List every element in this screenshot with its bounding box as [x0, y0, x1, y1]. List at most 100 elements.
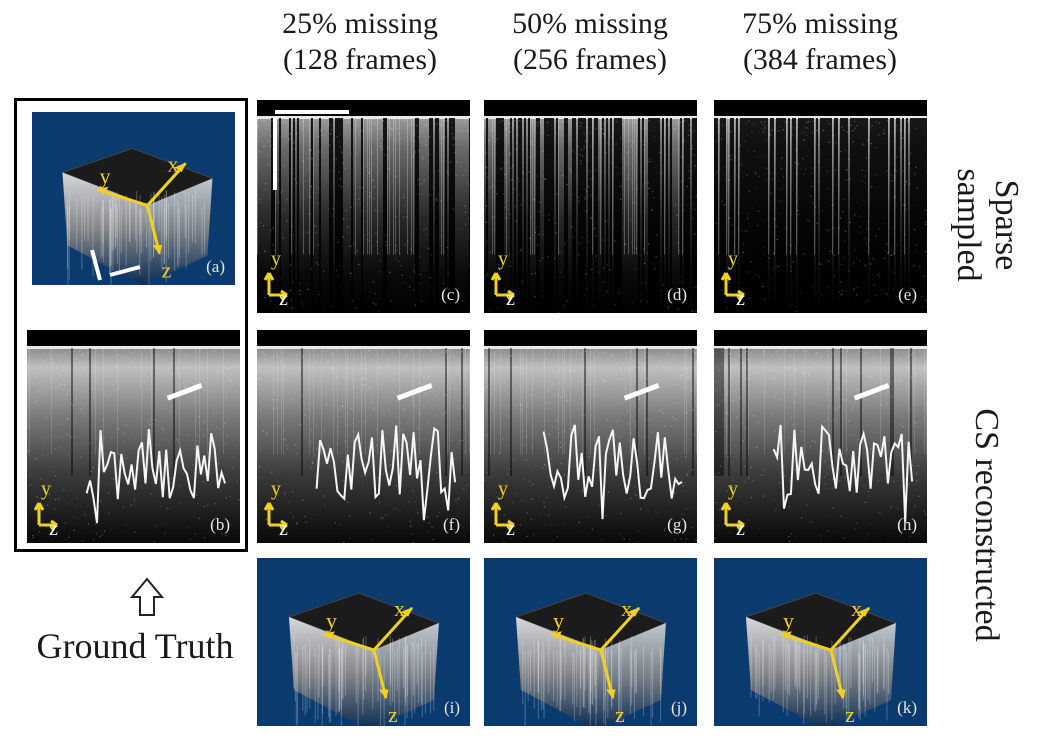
row-label-sparse: Sparse sampled — [945, 155, 1025, 295]
panel-b: y z (b) — [27, 330, 240, 543]
panel-label: (d) — [667, 285, 687, 304]
axis-y-label: y — [553, 608, 564, 633]
axis-z-label: z — [506, 288, 515, 310]
volume-top-face — [514, 592, 668, 651]
axis-y-label: y — [728, 248, 738, 270]
axis-y-label: y — [271, 248, 281, 270]
marker-bar — [853, 383, 890, 401]
axis-z-label: z — [615, 702, 625, 726]
column-title-line2: (128 frames) — [282, 43, 438, 76]
panel-image: yz — [484, 330, 697, 543]
panel-image: yz — [484, 100, 697, 313]
yz-axes-icon: yz — [33, 478, 58, 540]
scale-bar-vertical — [90, 249, 102, 281]
panel-image: x y z — [257, 558, 470, 726]
panel-a: x y z (a) — [32, 112, 235, 285]
volume-side-face — [826, 623, 896, 726]
panel-image: yz — [714, 330, 927, 543]
axis-y-label: y — [498, 248, 508, 270]
axis-y-label: y — [498, 478, 508, 500]
xyz-axes-icon: x y z — [96, 151, 187, 282]
panel-c: y z (c) — [257, 100, 470, 313]
panel-label: (j) — [670, 698, 687, 717]
axis-y-label: y — [271, 478, 281, 500]
panel-label: (b) — [210, 515, 230, 534]
intensity-profile — [772, 424, 914, 522]
column-title-50: 50% missing (256 frames) — [475, 6, 705, 78]
ground-truth-caption: Ground Truth — [36, 626, 234, 666]
ground-truth-frame — [14, 98, 248, 552]
volume-top-face — [287, 592, 441, 651]
panel-label: (e) — [898, 285, 917, 304]
column-title-line1: 75% missing — [742, 7, 898, 40]
yz-axes-icon: yz — [263, 478, 288, 540]
panel-d: y z (d) — [484, 100, 697, 313]
column-title-line2: (256 frames) — [512, 43, 668, 76]
panel-image: x y z — [714, 558, 927, 726]
axis-y-label: y — [783, 608, 794, 633]
panel-e: y z (e) — [714, 100, 927, 313]
panel-label: (k) — [897, 698, 917, 717]
panel-image: yz — [257, 330, 470, 543]
axis-z-label: z — [845, 702, 855, 726]
column-title-75: 75% missing (384 frames) — [705, 6, 935, 78]
xyz-axes-icon: x y z — [779, 596, 871, 726]
panel-label: (i) — [443, 698, 460, 717]
row-label-cs: CS reconstructed — [965, 380, 1005, 670]
panel-image: x y z — [32, 112, 235, 285]
volume-side-face — [369, 623, 439, 726]
column-title-line2: (384 frames) — [742, 43, 898, 76]
axis-x-label: x — [621, 596, 632, 621]
axis-z-label: z — [161, 257, 171, 282]
panel-image: x y z — [484, 558, 697, 726]
up-arrow-icon — [130, 577, 164, 616]
marker-bar — [166, 383, 203, 401]
axis-z-label: z — [388, 702, 398, 726]
row-label-sparse-line2: sampled — [950, 168, 987, 282]
axis-z-label: z — [736, 288, 745, 310]
axis-z-label: z — [506, 518, 515, 540]
axis-y-label: y — [326, 608, 337, 633]
panel-image: yz — [257, 100, 470, 313]
axis-y-label: y — [728, 478, 738, 500]
intensity-profile — [315, 425, 457, 521]
panel-k: x y z (k) — [714, 558, 927, 726]
panel-g: y z (g) — [484, 330, 697, 543]
axis-x-label: x — [394, 596, 405, 621]
intensity-profile — [542, 424, 683, 520]
panel-j: x y z (j) — [484, 558, 697, 726]
axis-y-label: y — [99, 163, 110, 188]
panel-label: (h) — [897, 515, 917, 534]
yz-axes-icon: yz — [490, 248, 515, 310]
yz-axes-icon: yz — [263, 248, 288, 310]
yz-axes-icon: yz — [720, 248, 745, 310]
volume-side-face — [596, 623, 666, 726]
volume-side-face — [142, 178, 213, 285]
scale-bar-horizontal — [109, 265, 141, 277]
xyz-axes-icon: x y z — [549, 596, 641, 726]
axis-z-label: z — [49, 518, 58, 540]
axis-y-label: y — [41, 478, 51, 500]
volume-front-face — [62, 172, 148, 285]
column-title-25: 25% missing (128 frames) — [245, 6, 475, 78]
volume-top-face — [744, 592, 898, 651]
column-title-line1: 50% missing — [512, 7, 668, 40]
panel-image: yz — [27, 330, 240, 543]
panel-h: y z (h) — [714, 330, 927, 543]
yz-axes-icon: yz — [490, 478, 515, 540]
panel-label: (f) — [443, 515, 460, 534]
panel-label: (a) — [206, 257, 225, 276]
axis-z-label: z — [736, 518, 745, 540]
panel-image: yz — [714, 100, 927, 313]
column-title-line1: 25% missing — [282, 7, 438, 40]
axis-x-label: x — [851, 596, 862, 621]
marker-bar — [396, 383, 433, 401]
xyz-axes-icon: x y z — [322, 596, 414, 726]
row-label-cs-text: CS reconstructed — [968, 408, 1005, 642]
axis-z-label: z — [279, 288, 288, 310]
intensity-profile — [85, 429, 227, 524]
row-label-sparse-line1: Sparse — [988, 179, 1025, 271]
panel-label: (c) — [441, 285, 460, 304]
panel-i: x y z (i) — [257, 558, 470, 726]
axis-x-label: x — [167, 151, 178, 176]
